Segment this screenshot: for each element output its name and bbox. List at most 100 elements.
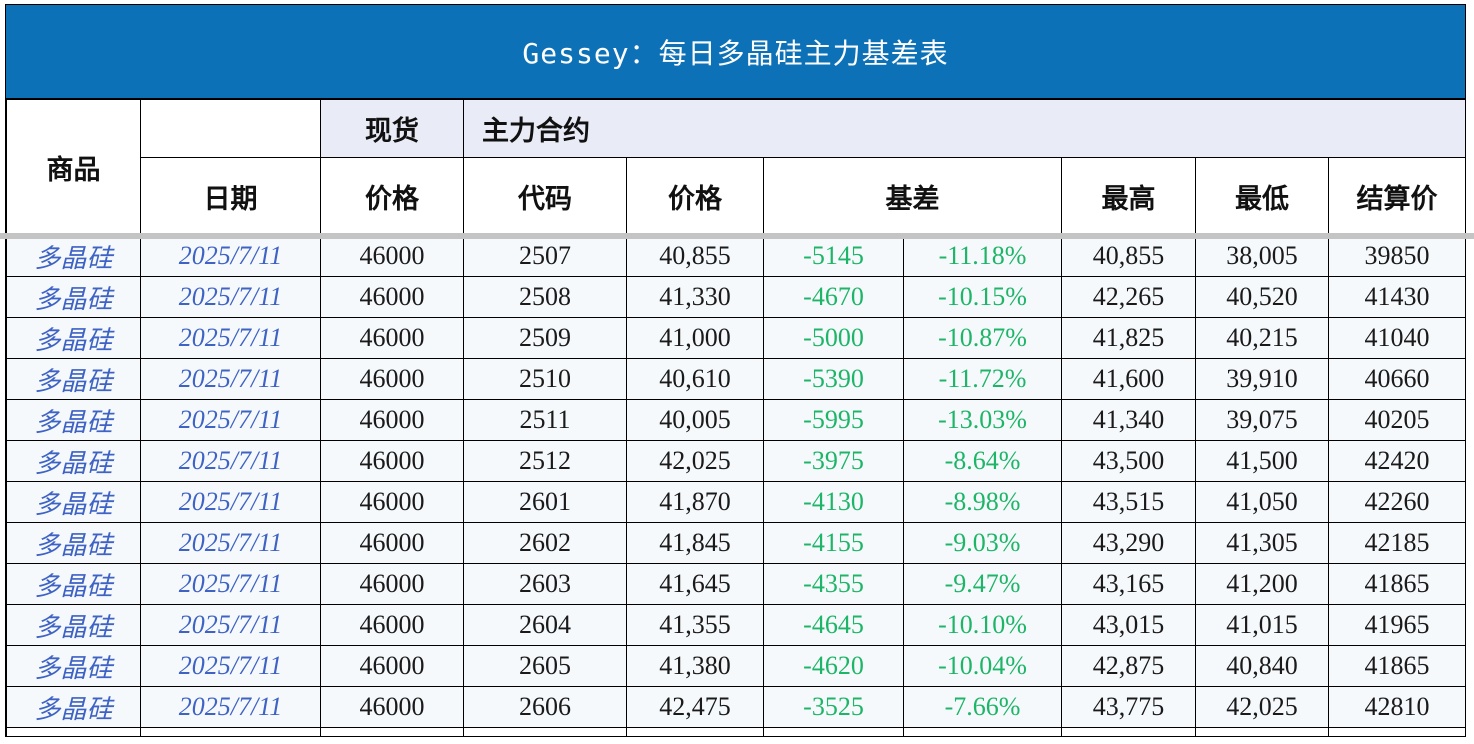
cell-date: 2025/7/11 [140, 358, 321, 400]
cell-settlement: 42810 [1327, 686, 1467, 728]
cell-code: 2605 [463, 645, 627, 687]
table-row: 多晶硅 2025/7/11 46000 2605 41,380 -4620 -1… [6, 645, 1467, 687]
cell-spot-price: 46000 [320, 481, 464, 523]
cell-high: 43,165 [1061, 563, 1196, 605]
cell-price: 40,005 [626, 399, 764, 441]
cell-basis: -4620 [763, 645, 904, 687]
cell-high: 42,265 [1061, 276, 1196, 318]
cell-low: 41,015 [1195, 604, 1329, 646]
table-row: 多晶硅 2025/7/11 46000 2602 41,845 -4155 -9… [6, 522, 1467, 564]
basis-table: 商品 现货 主力合约 日期 价格 代码 价格 基差 最高 最低 结算价 [6, 99, 1467, 736]
table-row: 多晶硅 2025/7/11 46000 2603 41,645 -4355 -9… [6, 563, 1467, 605]
table-row: 多晶硅 2025/7/11 46000 2509 41,000 -5000 -1… [6, 317, 1467, 359]
cell-price: 41,845 [626, 522, 764, 564]
cell-price: 41,645 [626, 563, 764, 605]
cell-settlement: 40205 [1327, 399, 1467, 441]
cell-commodity: 多晶硅 [6, 358, 141, 400]
cell-date: 2025/7/11 [140, 276, 321, 318]
header-low: 最低 [1195, 157, 1329, 236]
cell-date: 2025/7/11 [140, 399, 321, 441]
cell-basis: -5995 [763, 399, 904, 441]
cell-high: 43,515 [1061, 481, 1196, 523]
cell-spot-price: 46000 [320, 645, 464, 687]
cell-code: 2507 [463, 235, 627, 277]
cell-spot-price: 46000 [320, 440, 464, 482]
cell-price: 40,610 [626, 358, 764, 400]
header-code: 代码 [463, 157, 627, 236]
cell-low: 41,200 [1195, 563, 1329, 605]
cell-basis: -4155 [763, 522, 904, 564]
table-row: 多晶硅 2025/7/11 46000 2606 42,475 -3525 -7… [6, 686, 1467, 728]
cell-basis: -5145 [763, 235, 904, 277]
cell-basis-pct: -11.18% [903, 235, 1062, 277]
cell-settlement: 41965 [1327, 604, 1467, 646]
cell-basis: -4645 [763, 604, 904, 646]
cell-low: 39,075 [1195, 399, 1329, 441]
cell-code: 2510 [463, 358, 627, 400]
cell-high: 41,600 [1061, 358, 1196, 400]
cell-settlement: 41865 [1327, 645, 1467, 687]
table-row: 多晶硅 2025/7/11 46000 2507 40,855 -5145 -1… [6, 235, 1467, 277]
cell-basis: -5390 [763, 358, 904, 400]
header-price: 价格 [626, 157, 764, 236]
cell-spot-price: 46000 [320, 235, 464, 277]
cell-commodity: 多晶硅 [6, 399, 141, 441]
cell-date: 2025/7/11 [140, 645, 321, 687]
header-basis: 基差 [763, 157, 1062, 236]
cell-commodity: 多晶硅 [6, 317, 141, 359]
cell-high: 42,875 [1061, 645, 1196, 687]
header-high: 最高 [1061, 157, 1196, 236]
cell-spot-price: 46000 [320, 276, 464, 318]
cell-price: 42,475 [626, 686, 764, 728]
cell-commodity: 多晶硅 [6, 604, 141, 646]
cell-price: 41,380 [626, 645, 764, 687]
cell-code: 2509 [463, 317, 627, 359]
table-row: 多晶硅 2025/7/11 46000 2601 41,870 -4130 -8… [6, 481, 1467, 523]
table-title-bar: Gessey：每日多晶硅主力基差表 [6, 5, 1465, 99]
table-partial-row [6, 727, 1467, 736]
cell-high: 43,015 [1061, 604, 1196, 646]
cell-high: 41,340 [1061, 399, 1196, 441]
cell-low: 41,305 [1195, 522, 1329, 564]
cell-high: 43,500 [1061, 440, 1196, 482]
cell-code: 2511 [463, 399, 627, 441]
cell-low: 40,840 [1195, 645, 1329, 687]
cell-commodity: 多晶硅 [6, 686, 141, 728]
cell-high: 43,775 [1061, 686, 1196, 728]
cell-spot-price: 46000 [320, 604, 464, 646]
cell-code: 2512 [463, 440, 627, 482]
cell-low: 39,910 [1195, 358, 1329, 400]
cell-basis-pct: -10.10% [903, 604, 1062, 646]
cell-settlement: 42420 [1327, 440, 1467, 482]
table-row: 多晶硅 2025/7/11 46000 2510 40,610 -5390 -1… [6, 358, 1467, 400]
header-spot-price: 价格 [320, 157, 464, 236]
frozen-pane-divider [0, 233, 1474, 239]
cell-date: 2025/7/11 [140, 317, 321, 359]
table-row: 多晶硅 2025/7/11 46000 2604 41,355 -4645 -1… [6, 604, 1467, 646]
cell-basis-pct: -8.98% [903, 481, 1062, 523]
table-frame: Gessey：每日多晶硅主力基差表 商品 现货 主力合约 日期 价格 [5, 4, 1467, 737]
cell-code: 2606 [463, 686, 627, 728]
cell-price: 41,000 [626, 317, 764, 359]
cell-spot-price: 46000 [320, 686, 464, 728]
cell-basis-pct: -9.03% [903, 522, 1062, 564]
cell-settlement: 41865 [1327, 563, 1467, 605]
cell-price: 42,025 [626, 440, 764, 482]
cell-basis: -3975 [763, 440, 904, 482]
table-row: 多晶硅 2025/7/11 46000 2508 41,330 -4670 -1… [6, 276, 1467, 318]
cell-basis-pct: -10.04% [903, 645, 1062, 687]
cell-basis-pct: -10.15% [903, 276, 1062, 318]
cell-commodity: 多晶硅 [6, 522, 141, 564]
cell-code: 2604 [463, 604, 627, 646]
cell-settlement: 42185 [1327, 522, 1467, 564]
cell-date: 2025/7/11 [140, 563, 321, 605]
cell-basis-pct: -8.64% [903, 440, 1062, 482]
cell-date: 2025/7/11 [140, 440, 321, 482]
cell-price: 41,355 [626, 604, 764, 646]
cell-spot-price: 46000 [320, 358, 464, 400]
cell-date: 2025/7/11 [140, 235, 321, 277]
cell-settlement: 40660 [1327, 358, 1467, 400]
cell-low: 38,005 [1195, 235, 1329, 277]
cell-code: 2601 [463, 481, 627, 523]
cell-spot-price: 46000 [320, 317, 464, 359]
